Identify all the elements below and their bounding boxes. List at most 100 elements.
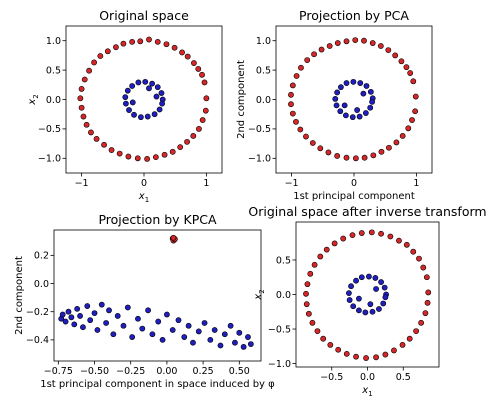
scatter-point-inner — [380, 300, 387, 307]
x-tick-label: −0.75 — [44, 366, 73, 377]
scatter-point-outer — [83, 121, 90, 128]
scatter-point-outer — [101, 141, 107, 148]
scatter-point-outer — [113, 44, 119, 51]
scatter-point-inner — [362, 110, 369, 116]
scatter-point-outer — [385, 47, 392, 54]
scatter-point-inner — [159, 100, 165, 107]
x-tick-label: 0 — [141, 178, 147, 189]
scatter-point-outer — [353, 353, 359, 360]
scatter-point-outer — [120, 40, 127, 47]
scatter-point-outer — [378, 148, 385, 155]
scatter-point-outer — [393, 139, 400, 146]
scatter-point-inner — [151, 111, 158, 118]
axis-label-base: x — [253, 294, 264, 301]
scatter-point-inner — [353, 277, 359, 284]
scatter-point-inner — [343, 80, 350, 86]
scatter-point-outer — [334, 40, 341, 46]
axis-label-subscript: 1 — [368, 390, 372, 398]
plot-frame — [295, 221, 440, 368]
scatter-point-outer — [303, 301, 310, 308]
x-axis-label: x1 — [138, 191, 149, 204]
scatter-points — [58, 234, 254, 350]
scatter-point-outer — [399, 133, 406, 139]
x-tick-label: 0.50 — [229, 366, 250, 377]
scatter-point-outer — [410, 78, 417, 85]
scatter-point-outer — [314, 328, 321, 334]
y-tick-label: −0.5 — [268, 324, 291, 335]
y-tick-label: −1.0 — [38, 154, 61, 165]
scatter-point-inner — [350, 303, 357, 310]
scatter-point-inner — [103, 320, 110, 326]
scatter-point-inner — [373, 286, 379, 292]
scatter-point-inner — [122, 94, 129, 101]
scatter-point-outer — [288, 101, 294, 108]
scatter-point-inner — [367, 88, 374, 95]
y-tick-label: 1.0 — [256, 36, 271, 47]
scatter-point-outer — [179, 49, 185, 56]
scatter-point-inner — [356, 307, 362, 314]
y-tick-label: 0.5 — [276, 255, 291, 266]
x-tick-label: −1 — [75, 178, 89, 189]
scatter-point-outer — [289, 110, 296, 117]
x-tick-label: 0.0 — [360, 372, 375, 383]
scatter-point-outer — [184, 53, 191, 60]
scatter-point-outer — [97, 53, 104, 59]
scatter-point-inner — [348, 283, 354, 290]
y-tick-label: 0.2 — [34, 251, 49, 262]
scatter-point-inner — [337, 108, 344, 115]
panel-pca-projection: Projection by PCA −1 0 1 −1.0 −0.5 0.0 0.5 1.0 1s… — [236, 8, 433, 202]
scatter-point-outer — [288, 91, 294, 98]
scatter-point-outer — [78, 104, 85, 111]
scatter-point-inner — [227, 322, 234, 329]
scatter-point-inner — [333, 102, 340, 109]
y-tick-label: 0.0 — [276, 290, 291, 301]
x-tick-label: −0.5 — [320, 372, 343, 383]
scatter-point-outer — [86, 67, 92, 74]
scatter-point-outer — [343, 154, 350, 161]
scatter-point-inner — [87, 317, 94, 324]
scatter-point-outer — [326, 43, 333, 49]
scatter-point-outer — [399, 341, 406, 348]
scatter-point-outer — [170, 234, 177, 241]
scatter-point-outer — [378, 230, 384, 237]
scatter-point-outer — [361, 37, 367, 44]
scatter-point-outer — [201, 79, 208, 86]
scatter-point-outer — [161, 151, 168, 158]
plot-title: Projection by KPCA — [98, 212, 217, 227]
scatter-point-inner — [381, 284, 388, 291]
scatter-point-outer — [423, 274, 430, 281]
scatter-point-outer — [343, 38, 350, 45]
scatter-point-outer — [406, 335, 413, 342]
scatter-point-inner — [175, 317, 182, 324]
scatter-points — [288, 37, 419, 162]
plot-frame — [53, 229, 262, 362]
scatter-point-inner — [94, 327, 101, 333]
axis-label-base: x — [138, 191, 145, 202]
scatter-point-inner — [217, 342, 224, 349]
scatter-point-outer — [311, 51, 317, 58]
x-axis-label: 1st principal component in space induced… — [40, 379, 275, 390]
scatter-point-outer — [93, 135, 100, 142]
scatter-point-outer — [377, 43, 384, 49]
scatter-point-outer — [129, 38, 136, 45]
scatter-point-outer — [154, 38, 161, 45]
scatter-point-inner — [77, 313, 83, 319]
scatter-point-outer — [303, 290, 309, 297]
scatter-point-inner — [98, 301, 105, 308]
scatter-point-outer — [373, 354, 379, 361]
scatter-point-inner — [207, 336, 214, 343]
plot-title: Original space — [99, 8, 189, 23]
scatter-point-inner — [367, 104, 374, 111]
scatter-point-inner — [169, 327, 176, 333]
scatter-point-inner — [360, 90, 367, 97]
scatter-point-inner — [221, 331, 228, 338]
scatter-point-outer — [352, 37, 359, 44]
scatter-point-inner — [59, 311, 66, 318]
scatter-point-inner — [366, 273, 372, 280]
y-tick-label: −0.5 — [38, 124, 61, 135]
scatter-point-outer — [363, 355, 369, 361]
x-tick-label: −0.25 — [116, 366, 145, 377]
scatter-point-inner — [123, 100, 129, 107]
